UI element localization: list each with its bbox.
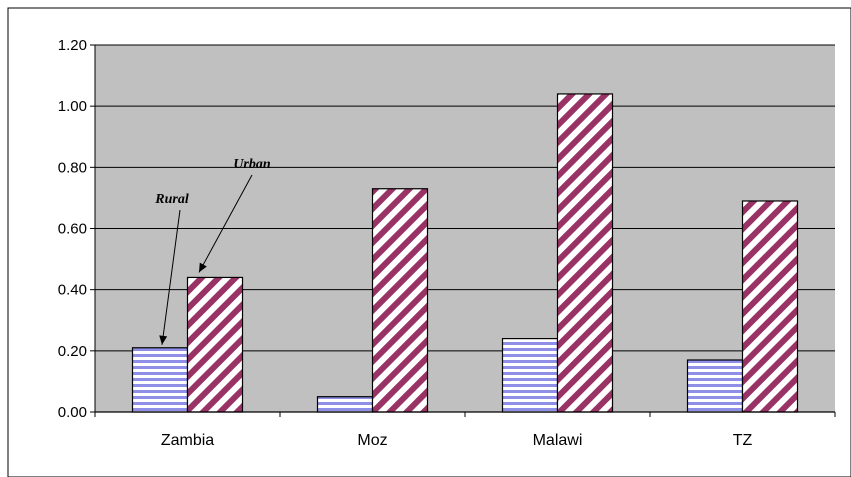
- y-tick-label: 0.00: [58, 404, 87, 421]
- annotation-arrow-line: [161, 209, 181, 345]
- y-tick-label: 1.00: [58, 98, 87, 115]
- bars: [131, 93, 799, 413]
- bar-malawi-rural: [501, 338, 559, 413]
- annotation-urban: Urban: [233, 157, 271, 172]
- x-tick-label: Malawi: [533, 432, 583, 449]
- x-tick-label: Zambia: [161, 432, 214, 449]
- x-tick-label: Moz: [357, 432, 387, 449]
- annotation-rural: Rural: [154, 192, 189, 207]
- bar-moz-rural: [316, 396, 374, 413]
- y-tick-label: 0.40: [58, 282, 87, 299]
- bar-zambia-rural: [131, 347, 189, 413]
- y-tick-label: 0.20: [58, 343, 87, 360]
- x-tick-label: TZ: [733, 432, 753, 449]
- y-tick-label: 0.80: [58, 159, 87, 176]
- bar-tz-rural: [686, 359, 744, 413]
- bar-malawi-urban: [556, 93, 614, 413]
- annotation-arrowhead: [199, 262, 207, 273]
- bar-moz-urban: [371, 188, 429, 413]
- y-tick-label: 0.60: [58, 221, 87, 238]
- y-axis-ticks: 0.00 0.20 0.40 0.60 0.80 1.00 1.20: [58, 37, 96, 421]
- bar-tz-urban: [741, 200, 799, 413]
- bar-zambia-urban: [186, 276, 244, 413]
- x-axis: Zambia Moz Malawi TZ: [94, 411, 836, 449]
- annotation-arrow-line: [198, 174, 253, 273]
- annotations: Rural Urban: [154, 157, 271, 345]
- y-tick-label: 1.20: [58, 37, 87, 54]
- annotation-arrowhead: [159, 335, 168, 345]
